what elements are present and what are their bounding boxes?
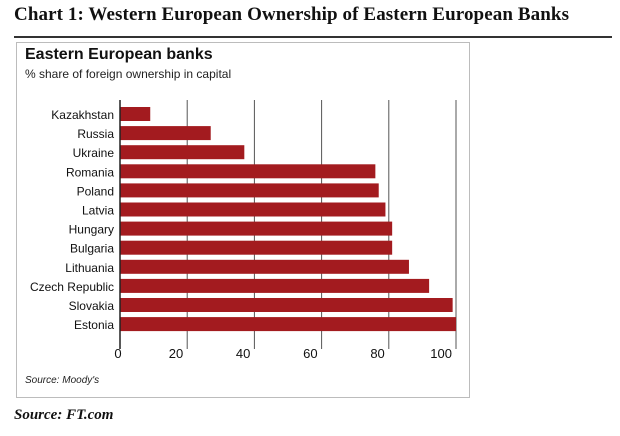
category-label: Russia [77,127,114,141]
x-tick-label: 0 [114,346,121,361]
category-label: Estonia [74,318,114,332]
bar [120,317,456,332]
bars [120,107,456,332]
bar [120,126,211,141]
x-axis-ticks: 0 20 40 60 80 100 [114,346,452,361]
category-label: Lithuania [65,261,114,275]
category-label: Hungary [69,223,114,237]
category-label: Romania [66,165,114,179]
chart-heading: Chart 1: Western European Ownership of E… [14,4,570,25]
bar [120,240,393,255]
chart-panel [16,42,470,398]
category-label: Bulgaria [70,242,114,256]
bar [120,183,379,198]
x-tick-label: 100 [430,346,452,361]
bar [120,202,386,217]
bar [120,107,151,121]
chart-subtitle: % share of foreign ownership in capital [25,67,232,81]
bar [120,145,245,160]
category-labels: Kazakhstan Russia Ukraine Romania Poland Latv… [30,108,114,332]
heading-divider [14,36,612,38]
x-tick-label: 20 [169,346,183,361]
footer-source-note: Source: FT.com [14,407,114,423]
x-tick-label: 40 [236,346,250,361]
category-label: Latvia [82,204,114,218]
x-tick-label: 60 [303,346,317,361]
category-label: Slovakia [69,299,115,313]
category-label: Poland [77,184,114,198]
bar [120,298,453,312]
x-tick-label: 80 [370,346,384,361]
bar [120,278,430,293]
bar [120,259,409,274]
category-label: Czech Republic [30,280,114,294]
category-label: Kazakhstan [51,108,114,122]
bar [120,221,393,236]
panel-source-note: Source: Moody's [25,375,100,386]
category-label: Ukraine [73,146,115,160]
chart-title: Eastern European banks [25,46,213,63]
bar [120,164,376,179]
